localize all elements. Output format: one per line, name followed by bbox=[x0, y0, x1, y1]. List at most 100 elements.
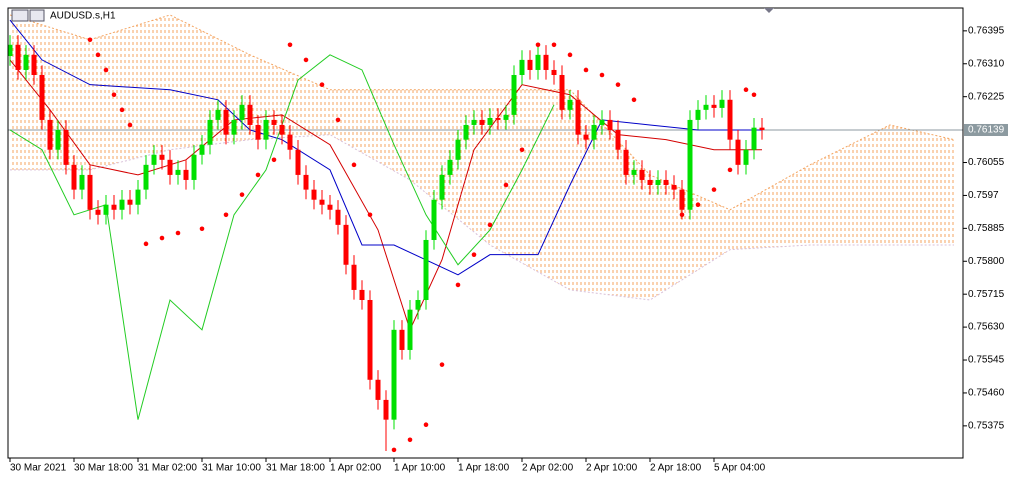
candle-body bbox=[447, 159, 453, 175]
sar-dot bbox=[367, 212, 373, 218]
x-tick-label: 2 Apr 18:00 bbox=[650, 463, 702, 474]
candle-body bbox=[79, 174, 85, 190]
sar-dot bbox=[255, 172, 261, 178]
x-tick-label: 1 Apr 10:00 bbox=[394, 463, 446, 474]
candle-body bbox=[287, 134, 293, 150]
candle-body bbox=[695, 109, 701, 120]
sar-dot bbox=[455, 282, 461, 288]
y-tick-label: 0.76055 bbox=[968, 157, 1005, 168]
candle-body bbox=[575, 99, 581, 135]
candle-body bbox=[63, 129, 69, 165]
candle-body bbox=[615, 129, 621, 150]
sar-dot bbox=[119, 107, 125, 113]
chart-title: AUDUSD.s,H1 bbox=[50, 11, 116, 22]
candle-body bbox=[431, 199, 437, 240]
candle-body bbox=[711, 104, 717, 108]
sar-dot bbox=[335, 117, 341, 123]
candle-body bbox=[55, 129, 61, 150]
sar-dot bbox=[271, 157, 277, 163]
candle-body bbox=[655, 179, 661, 185]
sar-dot bbox=[391, 447, 397, 453]
x-tick-label: 31 Mar 18:00 bbox=[266, 463, 325, 474]
candle-body bbox=[383, 399, 389, 420]
sar-dot bbox=[711, 187, 717, 192]
candle-body bbox=[607, 119, 613, 130]
candle-body bbox=[247, 104, 253, 125]
candle-body bbox=[639, 169, 645, 180]
x-tick-label: 1 Apr 18:00 bbox=[458, 463, 510, 474]
candle-body bbox=[583, 134, 589, 140]
candle-body bbox=[135, 189, 141, 205]
candle-body bbox=[303, 174, 309, 190]
candle-body bbox=[167, 159, 173, 175]
candle-body bbox=[631, 169, 637, 175]
current-price-box bbox=[964, 123, 1008, 136]
candle-body bbox=[263, 119, 269, 140]
candle-body bbox=[359, 289, 365, 300]
candle-body bbox=[39, 74, 45, 120]
candle-body bbox=[391, 329, 397, 420]
x-tick-label: 2 Apr 10:00 bbox=[586, 463, 638, 474]
candle-body bbox=[215, 109, 221, 120]
shift-marker bbox=[764, 8, 774, 13]
sar-dot bbox=[95, 52, 101, 58]
candle-body bbox=[183, 169, 189, 180]
candle-body bbox=[159, 154, 165, 160]
cloud-edge bbox=[9, 14, 955, 211]
sar-dot bbox=[583, 67, 589, 73]
candle-body bbox=[535, 54, 541, 70]
y-tick-label: 0.75545 bbox=[968, 355, 1005, 366]
sar-dot bbox=[535, 42, 541, 48]
candle-body bbox=[471, 119, 477, 125]
candle-body bbox=[519, 59, 525, 75]
sar-dot bbox=[567, 52, 573, 58]
sar-dot bbox=[599, 72, 605, 78]
candle-body bbox=[415, 299, 421, 310]
sar-dot bbox=[751, 92, 757, 98]
candle-body bbox=[199, 144, 205, 155]
x-tick-label: 30 Mar 2021 bbox=[10, 463, 67, 474]
candle-body bbox=[335, 209, 341, 225]
candle-body bbox=[151, 154, 157, 165]
candle-body bbox=[423, 239, 429, 300]
candle-body bbox=[111, 204, 117, 210]
sar-dot bbox=[351, 162, 357, 168]
sar-dot bbox=[175, 230, 181, 236]
candle-body bbox=[487, 117, 493, 125]
candle-body bbox=[687, 119, 693, 210]
candle-body bbox=[71, 164, 77, 190]
candle-body bbox=[271, 119, 277, 125]
x-tick-label: 31 Mar 02:00 bbox=[138, 463, 197, 474]
candle-body bbox=[207, 119, 213, 145]
sar-dot bbox=[631, 97, 637, 103]
cloud-area bbox=[10, 14, 954, 300]
candle-body bbox=[703, 104, 709, 110]
candle-body bbox=[23, 54, 29, 70]
candle-body bbox=[495, 117, 501, 120]
candle-body bbox=[407, 309, 413, 350]
sar-dot bbox=[111, 92, 117, 98]
candle-body bbox=[327, 204, 333, 210]
candle-body bbox=[511, 74, 517, 115]
sar-dot bbox=[471, 252, 477, 257]
candle-body bbox=[463, 124, 469, 140]
sar-dot bbox=[615, 82, 621, 87]
candle-body bbox=[295, 149, 301, 175]
candle-body bbox=[47, 119, 53, 150]
x-tick-label: 5 Apr 04:00 bbox=[714, 463, 766, 474]
candle-body bbox=[671, 184, 677, 190]
candle-body bbox=[367, 299, 373, 380]
y-tick-label: 0.76310 bbox=[968, 58, 1005, 69]
sar-dot bbox=[239, 192, 245, 197]
candle-body bbox=[15, 44, 21, 70]
sar-dot bbox=[127, 122, 133, 128]
candle-body bbox=[191, 154, 197, 180]
candle-body bbox=[551, 69, 557, 75]
candle-body bbox=[591, 124, 597, 140]
candle-body bbox=[743, 149, 749, 165]
candle-body bbox=[279, 124, 285, 135]
plot-frame bbox=[7, 7, 964, 459]
sar-dot bbox=[319, 82, 325, 87]
